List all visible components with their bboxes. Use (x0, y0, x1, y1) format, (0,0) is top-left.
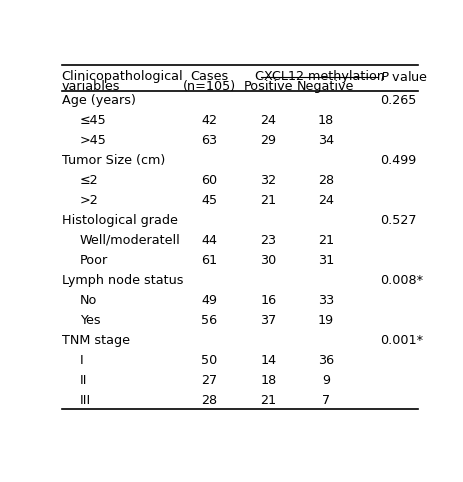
Text: Clinicopathological: Clinicopathological (62, 70, 183, 83)
Text: 9: 9 (321, 374, 329, 387)
Text: Poor: Poor (80, 254, 107, 267)
Text: 0.527: 0.527 (379, 214, 415, 227)
Text: CXCL12 methylation: CXCL12 methylation (254, 70, 384, 83)
Text: No: No (80, 294, 97, 307)
Text: 29: 29 (260, 134, 276, 147)
Text: II: II (80, 374, 87, 387)
Text: 0.001*: 0.001* (379, 334, 422, 347)
Text: 18: 18 (260, 374, 276, 387)
Text: >45: >45 (80, 134, 106, 147)
Text: Cases: Cases (189, 70, 228, 83)
Text: 28: 28 (200, 394, 217, 407)
Text: Negative: Negative (297, 80, 354, 93)
Text: 49: 49 (200, 294, 217, 307)
Text: 0.008*: 0.008* (379, 274, 422, 287)
Text: 7: 7 (321, 394, 329, 407)
Text: 24: 24 (260, 114, 276, 127)
Text: 32: 32 (260, 174, 276, 187)
Text: >2: >2 (80, 194, 98, 207)
Text: variables: variables (62, 80, 120, 93)
Text: I: I (80, 354, 83, 367)
Text: 21: 21 (260, 194, 276, 207)
Text: 61: 61 (200, 254, 217, 267)
Text: ≤2: ≤2 (80, 174, 98, 187)
Text: 16: 16 (260, 294, 276, 307)
Text: 18: 18 (317, 114, 333, 127)
Text: 33: 33 (317, 294, 333, 307)
Text: 0.499: 0.499 (379, 154, 415, 167)
Text: 50: 50 (200, 354, 217, 367)
Text: III: III (80, 394, 91, 407)
Text: Histological grade: Histological grade (62, 214, 177, 227)
Text: (n=105): (n=105) (182, 80, 235, 93)
Text: 34: 34 (317, 134, 333, 147)
Text: Yes: Yes (80, 314, 100, 327)
Text: Age (years): Age (years) (62, 94, 135, 107)
Text: Tumor Size (cm): Tumor Size (cm) (62, 154, 164, 167)
Text: 36: 36 (317, 354, 333, 367)
Text: 21: 21 (260, 394, 276, 407)
Text: 23: 23 (260, 234, 276, 247)
Text: 45: 45 (200, 194, 217, 207)
Text: 30: 30 (260, 254, 276, 267)
Text: 0.265: 0.265 (379, 94, 415, 107)
Text: 31: 31 (317, 254, 333, 267)
Text: Positive: Positive (243, 80, 293, 93)
Text: 27: 27 (200, 374, 217, 387)
Text: 19: 19 (317, 314, 333, 327)
Text: 56: 56 (200, 314, 217, 327)
Text: 60: 60 (200, 174, 217, 187)
Text: 14: 14 (260, 354, 276, 367)
Text: Lymph node status: Lymph node status (62, 274, 183, 287)
Text: 63: 63 (200, 134, 217, 147)
Text: 44: 44 (200, 234, 217, 247)
Text: 42: 42 (200, 114, 217, 127)
Text: 37: 37 (260, 314, 276, 327)
Text: ≤45: ≤45 (80, 114, 106, 127)
Text: 24: 24 (317, 194, 333, 207)
Text: $\it{P}$ value: $\it{P}$ value (379, 70, 427, 84)
Text: 21: 21 (317, 234, 333, 247)
Text: Well/moderatell: Well/moderatell (80, 234, 180, 247)
Text: 28: 28 (317, 174, 333, 187)
Text: TNM stage: TNM stage (62, 334, 129, 347)
